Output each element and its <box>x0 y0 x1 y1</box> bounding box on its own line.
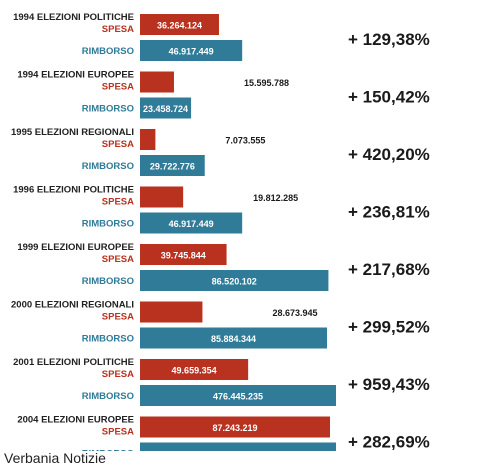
increase-percentage: + 217,68% <box>348 260 430 279</box>
series-label-spesa: SPESA <box>102 24 134 35</box>
increase-percentage: + 236,81% <box>348 203 430 222</box>
value-label-rimborso: 476.445.235 <box>213 392 263 402</box>
increase-percentage: + 420,20% <box>348 145 430 164</box>
election-label: 1994 ELEZIONI EUROPEE <box>17 70 134 81</box>
election-label: 2000 ELEZIONI REGIONALI <box>11 300 134 311</box>
increase-percentage: + 959,43% <box>348 375 430 394</box>
value-label-rimborso: 86.520.102 <box>212 277 257 287</box>
value-label-spesa: 15.595.788 <box>244 78 289 88</box>
bar-rimborso <box>140 40 243 61</box>
bar-spesa <box>140 244 227 265</box>
increase-percentage: + 299,52% <box>348 318 430 337</box>
bar-spesa <box>140 301 203 323</box>
series-label-spesa: SPESA <box>102 139 134 150</box>
series-label-rimborso: RIMBORSO <box>82 276 134 287</box>
bar-rimborso <box>140 327 328 349</box>
value-label-rimborso: 46.917.449 <box>169 47 214 57</box>
election-label: 2001 ELEZIONI POLITICHE <box>13 357 134 368</box>
value-label-rimborso: 85.884.344 <box>211 334 256 344</box>
bar-spesa <box>140 14 219 35</box>
value-label-spesa: 7.073.555 <box>225 136 265 146</box>
bar-spesa <box>140 71 174 93</box>
bar-spesa <box>140 416 330 438</box>
series-label-rimborso: RIMBORSO <box>82 219 134 230</box>
bar-rimborso <box>140 155 205 176</box>
bar-rimborso <box>140 97 192 119</box>
series-label-spesa: SPESA <box>102 82 134 93</box>
series-label-rimborso: RIMBORSO <box>82 46 134 57</box>
bottom-crop <box>0 451 480 467</box>
series-label-rimborso: RIMBORSO <box>82 161 134 172</box>
bar-spesa <box>140 359 249 380</box>
series-label-spesa: SPESA <box>102 369 134 380</box>
election-label: 1994 ELEZIONI POLITICHE <box>13 12 134 23</box>
increase-percentage: + 282,69% <box>348 433 430 452</box>
value-label-rimborso: 23.458.724 <box>143 104 188 114</box>
increase-percentage: + 150,42% <box>348 88 430 107</box>
series-label-spesa: SPESA <box>102 312 134 323</box>
value-label-spesa: 36.264.124 <box>157 21 202 31</box>
bar-rimborso <box>140 212 243 234</box>
series-label-rimborso: RIMBORSO <box>82 391 134 402</box>
value-label-spesa: 28.673.945 <box>272 308 317 318</box>
bar-rimborso <box>140 385 336 406</box>
election-label: 1999 ELEZIONI EUROPEE <box>17 242 134 253</box>
value-label-spesa: 39.745.844 <box>161 251 206 261</box>
bar-rimborso <box>140 270 329 291</box>
value-label-spesa: 19.812.285 <box>253 193 298 203</box>
value-label-rimborso: 29.722.776 <box>150 162 195 172</box>
value-label-spesa: 87.243.219 <box>212 423 257 433</box>
value-label-rimborso: 46.917.449 <box>169 219 214 229</box>
series-label-rimborso: RIMBORSO <box>82 104 134 115</box>
election-label: 1996 ELEZIONI POLITICHE <box>13 185 134 196</box>
series-label-rimborso: RIMBORSO <box>82 334 134 345</box>
series-label-spesa: SPESA <box>102 197 134 208</box>
bar-spesa <box>140 186 184 208</box>
series-label-spesa: SPESA <box>102 254 134 265</box>
value-label-spesa: 49.659.354 <box>172 366 217 376</box>
source-credit: Verbania Notizie <box>4 450 106 466</box>
increase-percentage: + 129,38% <box>348 30 430 49</box>
series-label-spesa: SPESA <box>102 427 134 438</box>
election-label: 1995 ELEZIONI REGIONALI <box>11 127 134 138</box>
election-label: 2004 ELEZIONI EUROPEE <box>17 415 134 426</box>
bar-spesa <box>140 129 156 150</box>
